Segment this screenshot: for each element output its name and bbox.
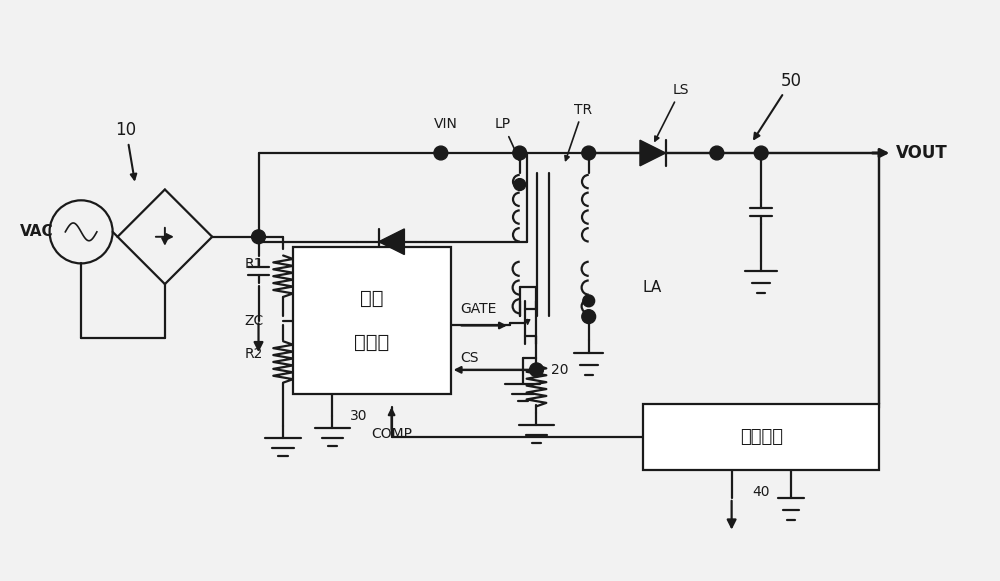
Text: ZC: ZC <box>244 314 263 328</box>
Text: 50: 50 <box>754 72 802 139</box>
Circle shape <box>582 146 596 160</box>
Text: COMP: COMP <box>371 427 412 441</box>
Text: CS: CS <box>461 351 479 365</box>
Circle shape <box>513 146 527 160</box>
Circle shape <box>710 146 724 160</box>
Circle shape <box>582 310 596 324</box>
Text: R1: R1 <box>245 257 263 271</box>
Text: TR: TR <box>565 103 592 160</box>
Circle shape <box>434 146 448 160</box>
Text: 10: 10 <box>116 121 137 180</box>
Text: 驱动: 驱动 <box>360 289 384 309</box>
Text: LA: LA <box>643 280 662 295</box>
Text: 控制器: 控制器 <box>354 333 389 352</box>
Text: LP: LP <box>495 117 520 160</box>
FancyBboxPatch shape <box>643 404 879 471</box>
FancyBboxPatch shape <box>293 247 451 394</box>
Circle shape <box>252 230 265 243</box>
Text: GATE: GATE <box>461 302 497 315</box>
Circle shape <box>530 363 543 376</box>
Text: 回授单元: 回授单元 <box>740 428 783 446</box>
Circle shape <box>514 178 526 191</box>
Text: R2: R2 <box>245 347 263 361</box>
Circle shape <box>754 146 768 160</box>
Text: 20: 20 <box>551 363 569 377</box>
Text: VIN: VIN <box>434 117 458 131</box>
Polygon shape <box>640 140 666 166</box>
Text: VAC: VAC <box>20 224 54 239</box>
Text: 40: 40 <box>752 485 770 499</box>
Polygon shape <box>379 229 404 254</box>
Text: LS: LS <box>655 83 689 141</box>
Circle shape <box>583 295 595 307</box>
Text: VOUT: VOUT <box>896 144 948 162</box>
Text: 30: 30 <box>350 409 368 423</box>
